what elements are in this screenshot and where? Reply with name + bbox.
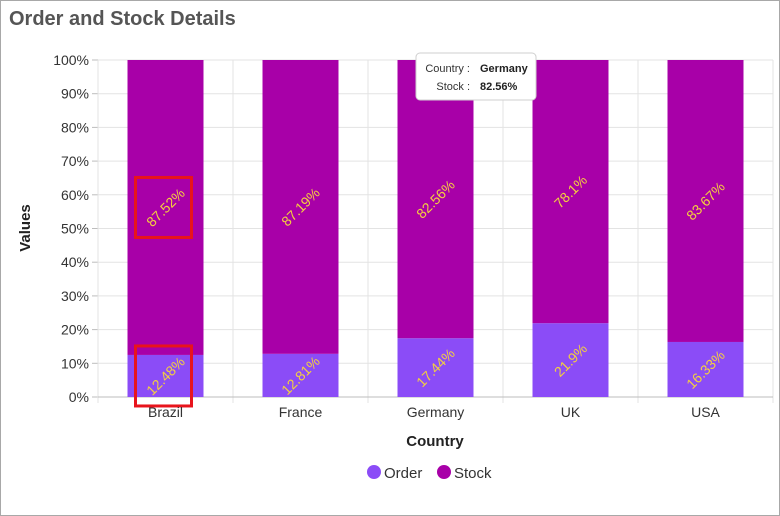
tooltip: Country : Germany Stock : 82.56%: [415, 52, 537, 101]
y-tick-label: 10%: [61, 355, 89, 371]
bar-order-france[interactable]: [262, 353, 339, 397]
x-tick-label: USA: [691, 404, 720, 420]
highlights: [134, 175, 193, 408]
bar-stock-germany[interactable]: [397, 60, 474, 339]
legend: Order Stock: [367, 465, 492, 482]
legend-marker-order[interactable]: [367, 465, 381, 479]
legend-label-stock[interactable]: Stock: [454, 465, 492, 482]
bar-stock-france[interactable]: [262, 60, 339, 354]
y-tick-label: 100%: [53, 52, 89, 68]
y-tick-label: 30%: [61, 288, 89, 304]
x-tick-label: UK: [561, 404, 581, 420]
bar-order-germany[interactable]: [397, 338, 474, 397]
y-axis-ticks: 0% 10% 20% 30% 40% 50% 60% 70% 80% 90% 100%: [53, 52, 89, 405]
y-tick-label: 40%: [61, 254, 89, 270]
y-tick-label: 0%: [69, 389, 89, 405]
y-tick-label: 20%: [61, 322, 89, 338]
x-tick-label: France: [279, 404, 323, 420]
x-tick-label: Germany: [407, 404, 465, 420]
tooltip-stock-value: 82.56%: [480, 81, 518, 93]
bar-stock-usa[interactable]: [667, 60, 744, 342]
tooltip-country-label: Country :: [425, 63, 470, 75]
highlight-box: [134, 344, 193, 408]
highlight-box: [134, 175, 193, 239]
y-tick-label: 60%: [61, 187, 89, 203]
legend-marker-stock[interactable]: [437, 465, 451, 479]
tooltip-stock-label: Stock :: [436, 81, 470, 93]
y-axis-title: Values: [17, 204, 34, 252]
tooltip-box: [415, 52, 537, 101]
bar-order-uk[interactable]: [532, 323, 609, 397]
y-tick-label: 80%: [61, 119, 89, 135]
x-tick-label: Brazil: [148, 404, 183, 420]
tooltip-country-value: Germany: [480, 63, 529, 75]
y-tick-label: 70%: [61, 153, 89, 169]
bar-stock-uk[interactable]: [532, 60, 609, 324]
x-axis-ticks: Brazil France Germany UK USA: [148, 404, 721, 420]
bar-order-usa[interactable]: [667, 341, 744, 397]
legend-label-order[interactable]: Order: [384, 465, 422, 482]
chart-title: Order and Stock Details: [9, 8, 236, 30]
y-tick-label: 90%: [61, 86, 89, 102]
y-tick-label: 50%: [61, 221, 89, 237]
x-axis-title: Country: [406, 433, 464, 450]
